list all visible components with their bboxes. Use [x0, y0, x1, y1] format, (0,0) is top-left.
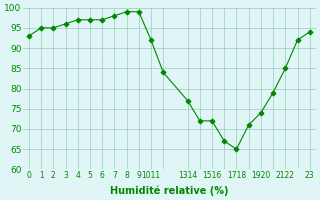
X-axis label: Humidité relative (%): Humidité relative (%): [110, 185, 228, 196]
